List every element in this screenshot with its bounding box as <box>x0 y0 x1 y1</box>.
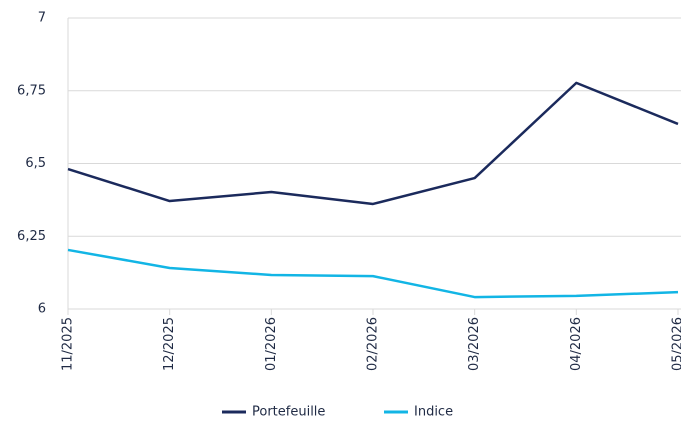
legend-label: Portefeuille <box>252 405 325 420</box>
y-tick-label: 6,25 <box>17 229 46 244</box>
x-tick-label: 02/2026 <box>366 317 381 371</box>
y-tick-label: 6,75 <box>17 83 46 98</box>
x-tick-label: 01/2026 <box>264 317 279 371</box>
x-tick-label: 04/2026 <box>569 317 584 371</box>
x-tick-label: 03/2026 <box>467 317 482 371</box>
legend-label: Indice <box>414 405 453 420</box>
x-tick-label: 05/2026 <box>671 317 681 371</box>
x-tick-label: 11/2025 <box>61 317 76 371</box>
series-line <box>67 81 679 206</box>
y-tick-label: 7 <box>38 11 46 26</box>
x-tick-label: 12/2025 <box>162 317 177 371</box>
y-tick-label: 6 <box>38 302 46 317</box>
series-line <box>67 248 679 299</box>
y-tick-label: 6,5 <box>25 156 46 171</box>
